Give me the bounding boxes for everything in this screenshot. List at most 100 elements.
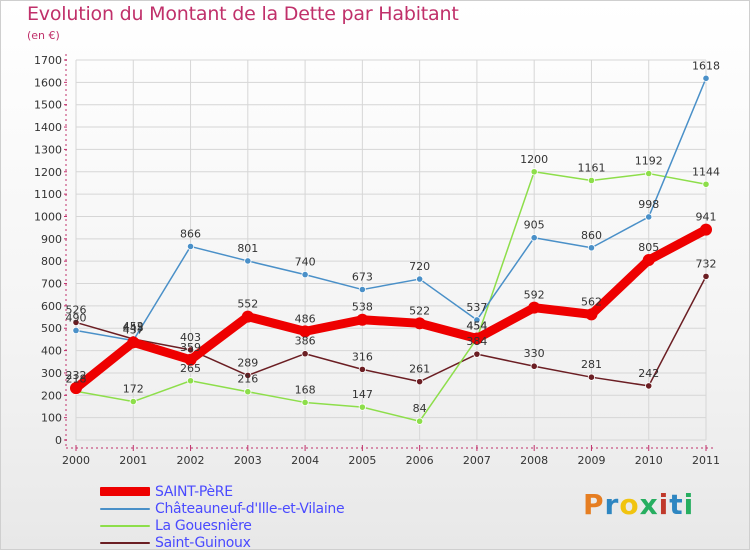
- data-label: 261: [409, 363, 430, 376]
- x-tick-label: 2010: [635, 454, 663, 467]
- data-point: [358, 365, 366, 373]
- data-label: 1200: [520, 153, 548, 166]
- series-line: [75, 171, 707, 422]
- logo-letter: r: [604, 488, 620, 521]
- data-point: [301, 398, 309, 407]
- data-label: 289: [237, 356, 258, 369]
- y-tick-label: 500: [41, 322, 62, 335]
- data-point: [702, 180, 710, 188]
- data-point: [241, 310, 254, 323]
- x-tick-label: 2002: [177, 454, 205, 467]
- x-tick-label: 2005: [348, 454, 376, 467]
- data-point: [416, 417, 424, 425]
- legend-swatch: [100, 487, 150, 496]
- data-point: [186, 377, 195, 385]
- data-point: [587, 176, 596, 185]
- data-label: 562: [581, 295, 602, 308]
- data-label: 552: [237, 298, 258, 311]
- data-label: 1144: [692, 165, 720, 178]
- data-point: [299, 325, 312, 338]
- data-label: 454: [466, 320, 487, 333]
- data-label: 265: [180, 362, 201, 375]
- data-point: [358, 285, 366, 294]
- data-label: 384: [466, 335, 487, 348]
- data-point: [530, 234, 538, 242]
- data-point: [470, 332, 483, 345]
- data-point: [530, 362, 538, 370]
- x-tick-label: 2000: [62, 454, 90, 467]
- data-point: [702, 74, 710, 82]
- data-point: [473, 316, 481, 324]
- logo-letter: P: [583, 488, 605, 521]
- data-point: [585, 308, 598, 321]
- data-label: 316: [352, 350, 373, 363]
- data-label: 998: [638, 198, 659, 211]
- proxiti-logo: Proxiti: [583, 488, 694, 521]
- legend-swatch: [100, 541, 150, 544]
- data-point: [416, 378, 424, 386]
- data-label: 386: [295, 335, 316, 348]
- data-label: 740: [295, 256, 316, 269]
- data-label: 673: [352, 271, 373, 284]
- legend-item: SAINT-PèRE: [100, 483, 344, 500]
- y-tick-label: 0: [55, 434, 62, 447]
- data-label: 486: [295, 312, 316, 325]
- data-label: 84: [413, 402, 427, 415]
- line-chart: 0 100 200 300 400 500 600 700 800 900 1000 1100 1200…: [34, 54, 720, 467]
- data-label: 216: [237, 373, 258, 386]
- data-point: [301, 270, 309, 279]
- data-point: [587, 244, 596, 252]
- data-point: [642, 254, 655, 267]
- legend-label: La Gouesnière: [155, 517, 252, 534]
- logo-letter: i: [658, 488, 670, 521]
- y-tick-label: 1100: [34, 188, 62, 201]
- chart-title: Evolution du Montant de la Dette par Hab…: [27, 3, 459, 25]
- data-point: [186, 346, 195, 354]
- y-tick-label: 800: [41, 255, 62, 268]
- series-line: [75, 275, 707, 387]
- data-label: 330: [524, 347, 545, 360]
- legend-label: Châteauneuf-d'Ille-et-Vilaine: [155, 500, 345, 517]
- data-label: 941: [696, 211, 717, 224]
- data-label: 805: [638, 241, 659, 254]
- data-label: 445: [123, 322, 144, 335]
- data-point: [700, 223, 712, 236]
- legend-swatch: [100, 507, 150, 510]
- y-tick-label: 200: [41, 389, 62, 402]
- y-tick-label: 900: [41, 233, 62, 246]
- data-label: 1192: [635, 155, 663, 168]
- data-label: 732: [696, 257, 717, 270]
- data-point: [244, 388, 252, 396]
- data-label: 538: [352, 301, 373, 314]
- data-label: 522: [409, 304, 430, 317]
- data-label: 218: [66, 372, 87, 385]
- y-tick-label: 700: [41, 278, 62, 291]
- data-point: [70, 382, 82, 395]
- y-tick-label: 1000: [34, 210, 62, 223]
- data-label: 452: [123, 320, 144, 333]
- chart-unit: (en €): [27, 29, 60, 42]
- data-point: [416, 275, 424, 283]
- data-point: [530, 168, 538, 176]
- data-label: 454: [466, 320, 487, 333]
- chart-legend: SAINT-PèRE Châteauneuf-d'Ille-et-Vilaine L…: [100, 483, 345, 551]
- x-tick-label: 2003: [234, 454, 262, 467]
- logo-letter: t: [669, 488, 684, 521]
- data-point: [528, 301, 541, 314]
- data-point: [244, 371, 252, 379]
- y-tick-label: 300: [41, 367, 62, 380]
- data-label: 860: [581, 229, 602, 242]
- y-tick-label: 1300: [34, 143, 62, 156]
- x-tick-label: 2009: [577, 454, 605, 467]
- data-point: [301, 350, 309, 358]
- data-point: [645, 169, 653, 178]
- data-label: 490: [66, 311, 87, 324]
- data-label: 905: [524, 219, 545, 232]
- data-label: 526: [66, 303, 87, 316]
- data-point: [72, 318, 80, 327]
- data-label: 537: [466, 301, 487, 314]
- legend-swatch: [100, 524, 150, 527]
- legend-label: SAINT-PèRE: [155, 483, 233, 500]
- data-point: [72, 326, 80, 335]
- data-label: 168: [295, 383, 316, 396]
